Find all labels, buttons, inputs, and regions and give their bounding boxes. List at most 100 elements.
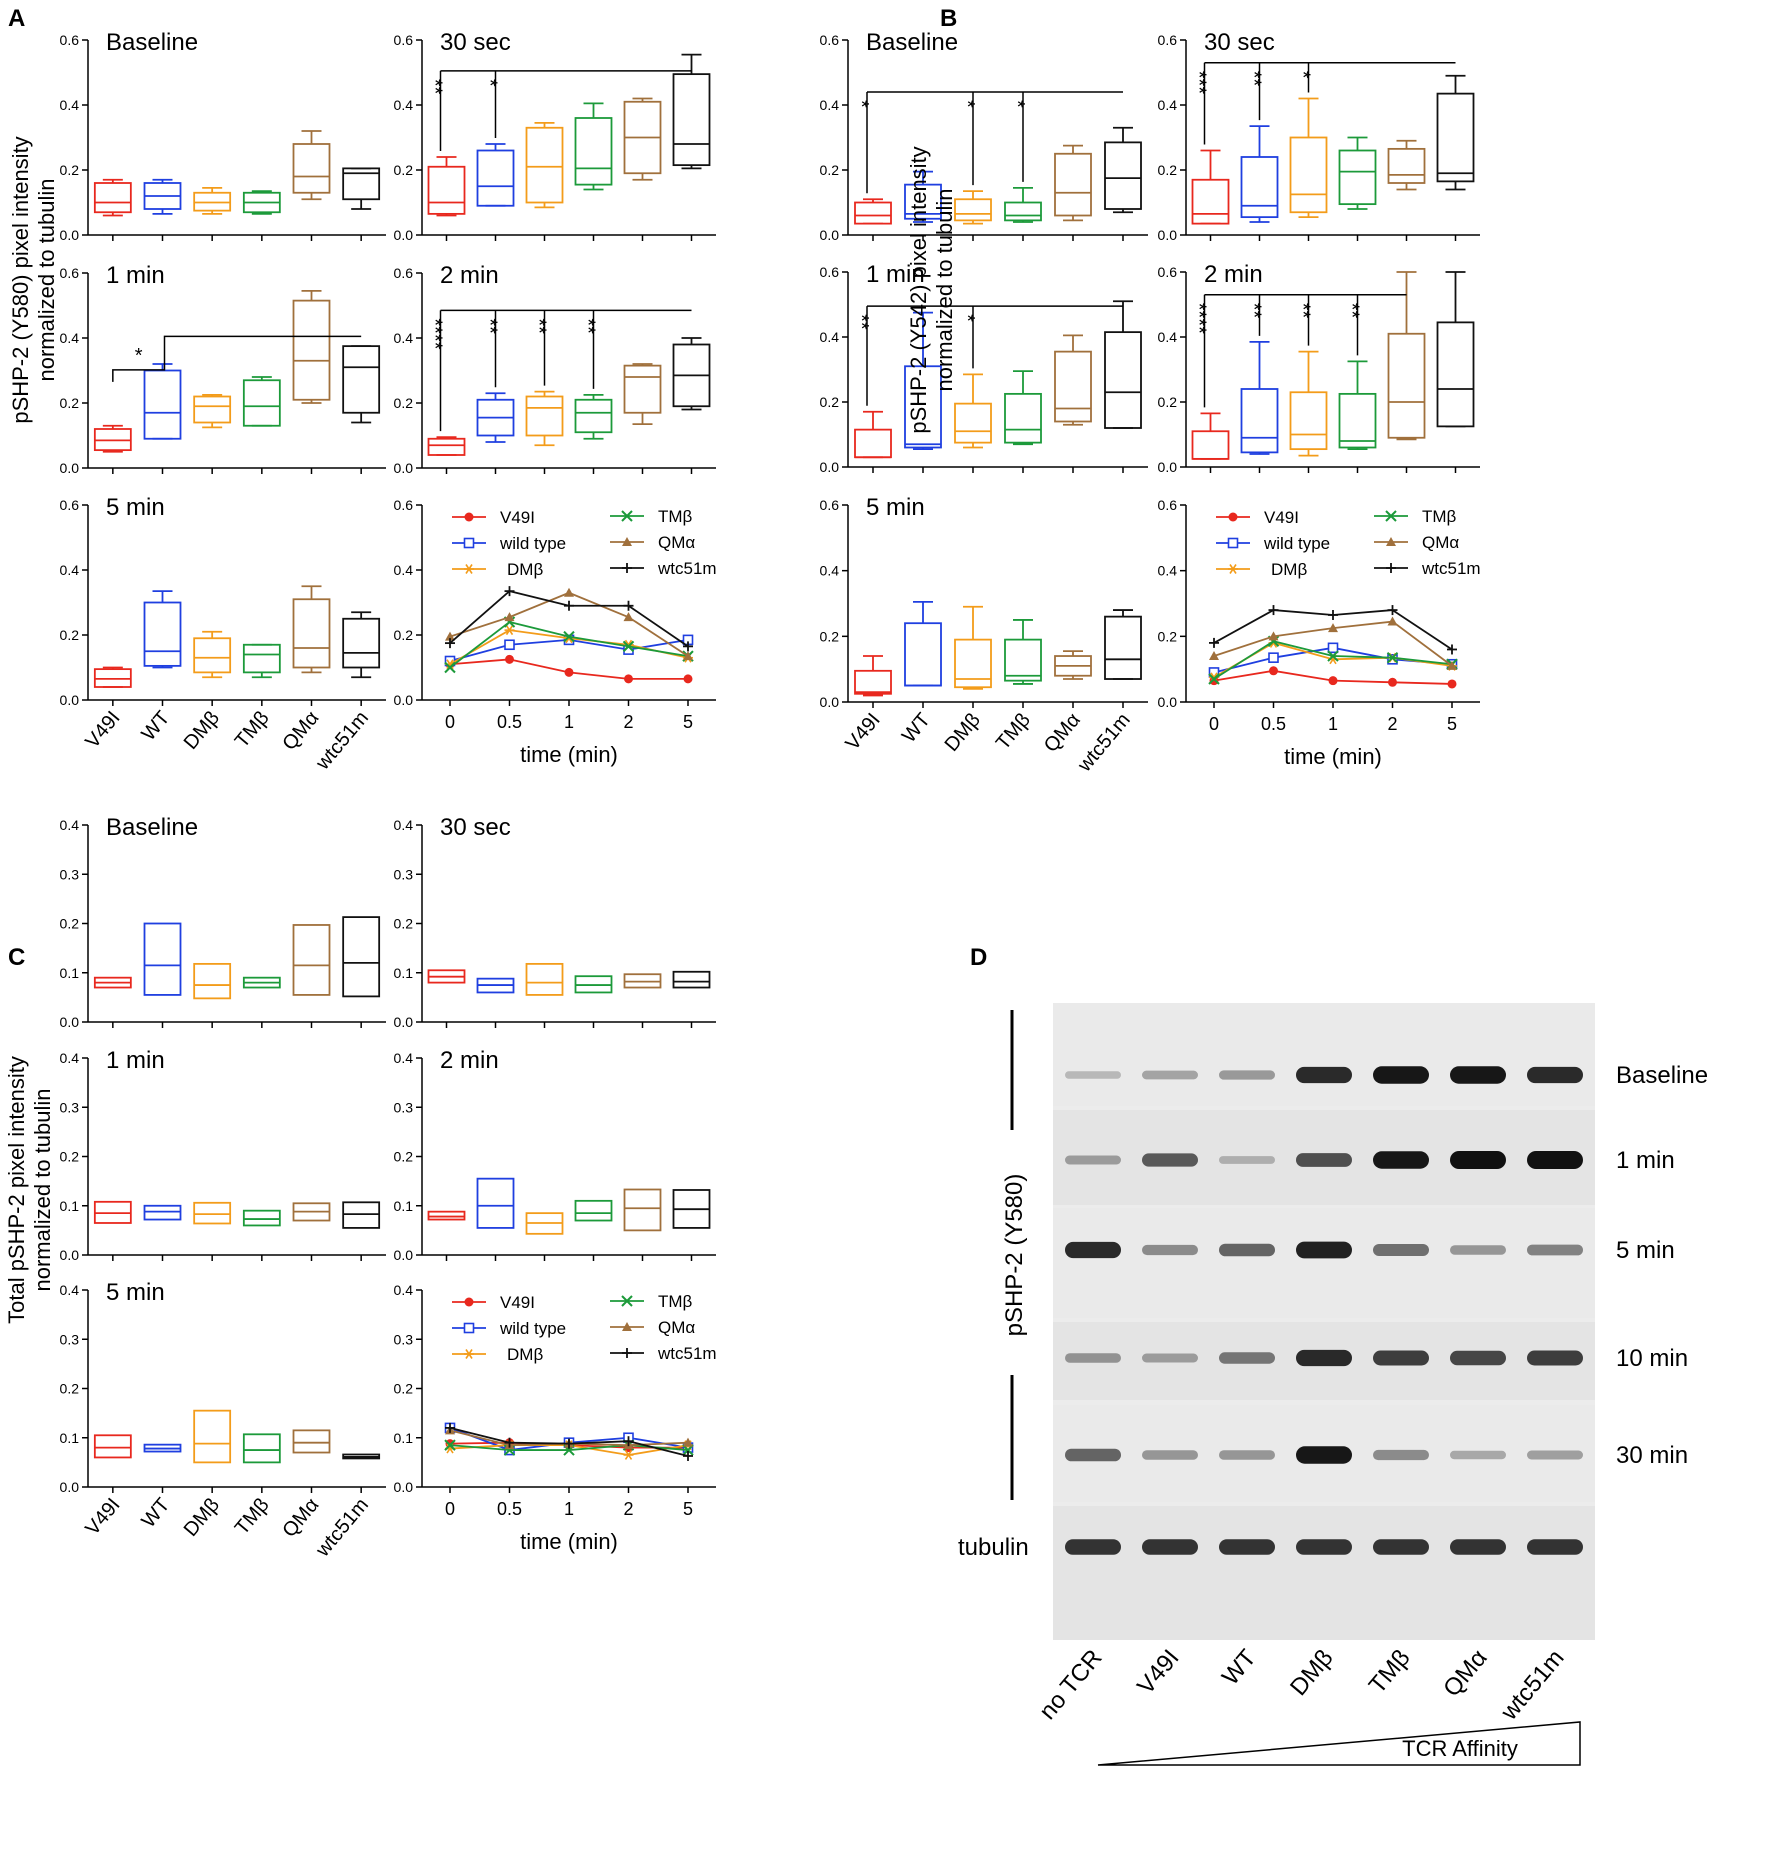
y-tick-label: 0.6 — [1158, 497, 1178, 513]
chart-B-1min: 0.00.20.40.6 1 min** * — [820, 261, 1148, 475]
x-tick-label: WT — [898, 709, 935, 747]
box — [1240, 388, 1279, 454]
y-tick-label: 0.0 — [394, 1247, 414, 1263]
y-tick-label: 0.6 — [1158, 264, 1178, 280]
x-tick-label: TMβ — [992, 709, 1035, 754]
box — [143, 922, 182, 996]
chart-B-baseline: 0.0 0.2 0.4 0.6 Baseline * * * — [820, 29, 1148, 243]
blot-row-label: 1 min — [1616, 1147, 1675, 1174]
y-tick-label: 0.1 — [60, 1198, 80, 1214]
box — [1338, 149, 1377, 206]
x-tick-label: 0.5 — [1261, 714, 1286, 734]
blot-lane-label: QMα — [1438, 1644, 1493, 1702]
box — [1338, 392, 1377, 449]
box — [242, 1209, 281, 1227]
marker-triangle — [623, 612, 634, 622]
x-axis-title: time (min) — [1284, 744, 1382, 769]
y-tick-label: 0.2 — [60, 627, 80, 643]
blot-band — [1296, 1066, 1352, 1084]
y-tick-label: 0.2 — [394, 627, 414, 643]
marker-circle — [1269, 666, 1278, 676]
chart-B-time: 0.0 0.2 0.4 0.6 0 0.5 1 2 5 time (min) V49I wild ty… — [1158, 497, 1481, 769]
blot-band — [1065, 1241, 1121, 1259]
y-tick-label: 0.2 — [394, 916, 414, 932]
y-tick-label: 0.1 — [394, 965, 414, 981]
marker-circle — [464, 512, 474, 522]
blot-band — [1527, 1151, 1583, 1169]
y-tick-label: 0.2 — [394, 1381, 414, 1397]
blot-band — [1219, 1156, 1275, 1164]
significance-stars: * — [956, 100, 978, 108]
blot-band — [1373, 1244, 1429, 1256]
x-tick-label: DMβ — [180, 707, 224, 754]
y-tick-label: 0.2 — [60, 916, 80, 932]
box — [1004, 201, 1042, 222]
chart-A-baseline: 0.0 0.2 0.4 0.6 Baseline — [60, 29, 386, 243]
box — [1436, 321, 1475, 428]
box — [672, 73, 711, 167]
box — [1289, 391, 1328, 451]
y-tick-label: 0.3 — [60, 1099, 80, 1115]
y-axis-title-b-line2: normalized to tubulin — [932, 188, 957, 391]
legend-label: TMβ — [658, 1292, 693, 1311]
blot-strip — [1053, 1208, 1595, 1318]
y-tick-label: 0.6 — [60, 32, 80, 48]
marker-x — [444, 661, 456, 674]
marker-circle — [624, 674, 633, 684]
blot-tubulin-label: tubulin — [958, 1534, 1029, 1561]
box — [854, 669, 892, 695]
y-tick-label: 0.1 — [60, 965, 80, 981]
marker-triangle — [622, 1322, 632, 1331]
y-tick-label: 0.2 — [820, 628, 840, 644]
chart-title: 5 min — [866, 494, 925, 521]
x-tick-label: 2 — [623, 712, 633, 732]
blot-y-label: pSHP-2 (Y580) — [1001, 1174, 1028, 1337]
box — [1054, 350, 1092, 423]
box — [904, 183, 942, 220]
y-tick-label: 0.3 — [60, 866, 80, 882]
blot-lane-label: DMβ — [1285, 1645, 1339, 1702]
x-tick-label: 2 — [623, 1499, 633, 1519]
blot-band — [1450, 1066, 1506, 1084]
box — [476, 1177, 515, 1229]
box — [193, 962, 232, 1000]
marker-circle — [1447, 679, 1457, 689]
blot-band — [1527, 1244, 1583, 1256]
y-tick-label: 0.0 — [394, 227, 414, 243]
significance-bracket — [112, 335, 362, 382]
marker-triangle — [1447, 660, 1457, 670]
legend-label: wild type — [499, 1319, 566, 1338]
legend-label: wild type — [1263, 534, 1330, 553]
y-tick-label: 0.4 — [1158, 563, 1178, 579]
box — [1191, 430, 1230, 460]
box — [193, 1409, 232, 1464]
y-tick-label: 0.6 — [1158, 32, 1178, 48]
y-tick-label: 0.4 — [394, 1050, 414, 1066]
y-tick-label: 0.0 — [394, 1014, 414, 1030]
chart-title: 2 min — [440, 1047, 499, 1074]
box — [854, 428, 892, 459]
blot-band — [1527, 1539, 1583, 1555]
box — [342, 617, 381, 669]
blot-strip — [1053, 1003, 1595, 1106]
y-tick-label: 0.4 — [60, 562, 80, 578]
legend-label: TMβ — [1422, 507, 1457, 526]
x-tick-label: TMβ — [231, 707, 274, 752]
blot-band — [1219, 1070, 1275, 1080]
marker-circle — [1228, 512, 1238, 522]
legend-label: DMβ — [507, 1345, 543, 1364]
marker-triangle — [1387, 616, 1398, 626]
blot-band — [1296, 1241, 1352, 1259]
blot-band — [1373, 1066, 1429, 1084]
chart-title: 1 min — [106, 1047, 165, 1074]
box — [193, 1201, 232, 1225]
chart-C-baseline: 0.0 0.1 0.2 0.3 0.4 Baseline — [60, 814, 386, 1030]
y-tick-label: 0.0 — [60, 460, 80, 476]
marker-triangle — [1386, 537, 1396, 546]
marker-circle — [564, 667, 574, 677]
marker-triangle — [564, 587, 574, 597]
y-tick-label: 0.2 — [60, 395, 80, 411]
y-tick-label: 0.2 — [394, 162, 414, 178]
